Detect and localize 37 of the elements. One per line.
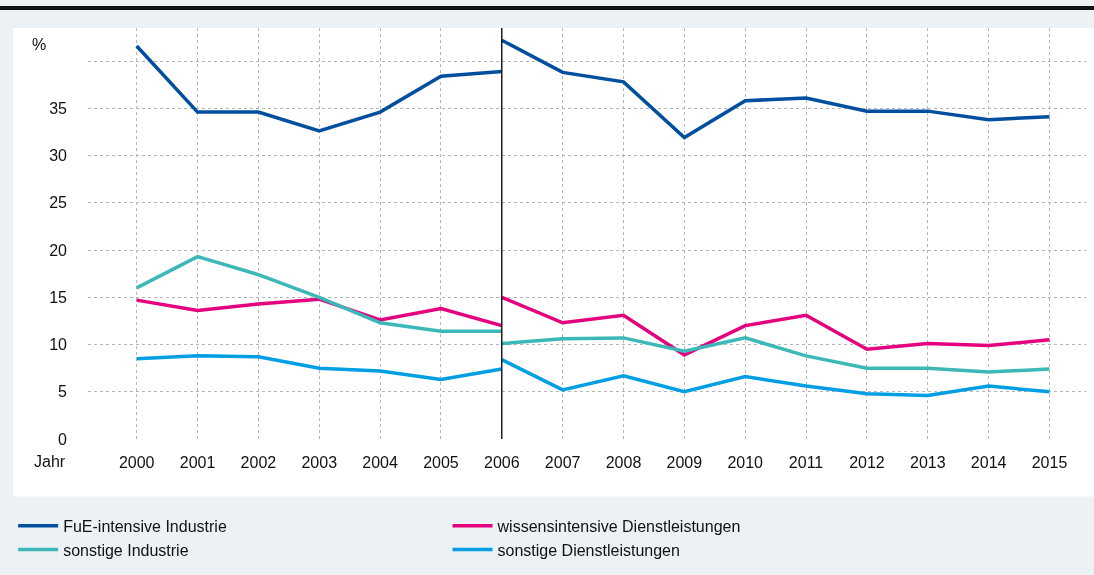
x-tick-label: 2013 <box>909 454 946 471</box>
x-tick-label: 2009 <box>666 454 703 471</box>
y-tick-label: 35 <box>49 99 68 117</box>
legend-label: FuE-intensive Industrie <box>63 518 227 536</box>
line-series <box>134 254 504 334</box>
x-tick-label: 2002 <box>240 454 277 471</box>
line-series <box>500 357 1052 398</box>
legend-label: sonstige Industrie <box>63 541 189 559</box>
x-tick-label: 2015 <box>1031 454 1068 471</box>
y-axis-title: % <box>32 36 47 53</box>
x-tick-label: 2003 <box>301 454 338 471</box>
y-tick-label: 30 <box>49 147 68 165</box>
x-tick-label: 2008 <box>605 454 642 471</box>
x-tick-label: 2000 <box>118 454 155 471</box>
x-tick-label: 2005 <box>423 454 459 471</box>
legend-label: sonstige Dienstleistungen <box>497 541 680 559</box>
line-series <box>134 44 504 133</box>
y-tick-label: 0 <box>58 430 68 448</box>
line-series <box>500 336 1052 374</box>
x-tick-label: 2004 <box>362 454 398 471</box>
y-tick-label: 10 <box>49 336 68 354</box>
x-tick-label: 2010 <box>727 454 764 471</box>
x-tick-label: 2012 <box>849 454 885 471</box>
y-tick-label: 15 <box>49 288 68 306</box>
legend-label: wissensintensive Dienstleistungen <box>496 518 741 536</box>
line-series <box>500 38 1052 140</box>
y-tick-label: 25 <box>49 194 68 212</box>
x-tick-label: 2001 <box>179 454 216 471</box>
y-tick-label: 20 <box>49 241 68 259</box>
line-series <box>500 295 1052 357</box>
x-tick-label: 2006 <box>484 454 520 471</box>
x-tick-label: 2007 <box>544 454 581 471</box>
x-axis-title: Jahr <box>34 453 66 470</box>
y-tick-label: 5 <box>58 383 68 401</box>
line-series <box>134 354 504 382</box>
x-tick-label: 2011 <box>788 454 824 471</box>
x-tick-label: 2014 <box>970 454 1007 471</box>
